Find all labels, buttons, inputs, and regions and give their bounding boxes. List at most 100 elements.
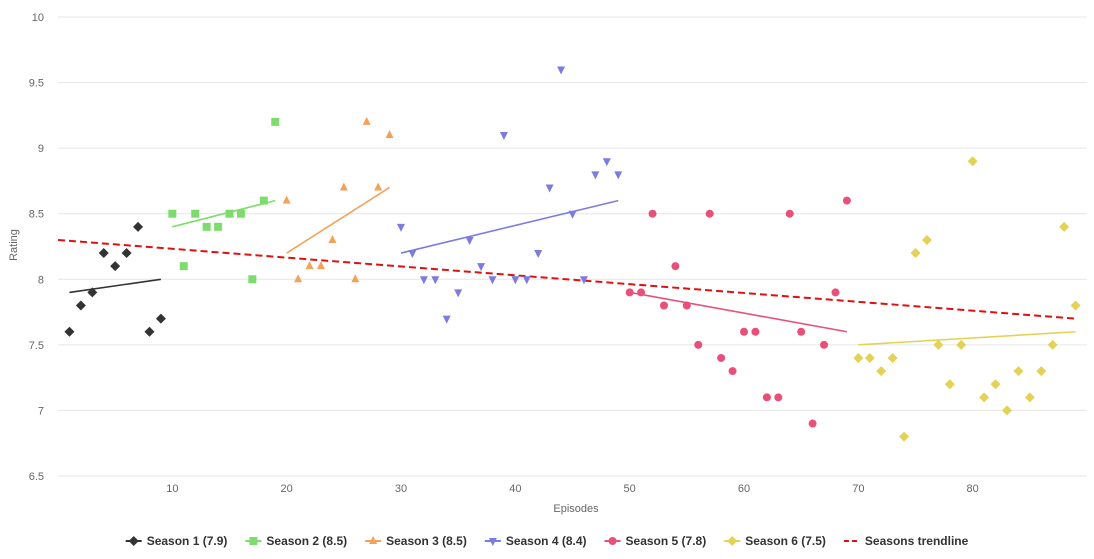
data-point [168, 209, 177, 218]
legend-marker-swatch [488, 538, 497, 546]
legend: Season 1 (7.9) Season 2 (8.5) Season 3 (8.… [125, 534, 969, 548]
data-point [808, 419, 817, 428]
y-axis-title: Rating [8, 229, 20, 261]
season-trendline [69, 278, 162, 294]
y-tick-label: 8 [38, 274, 44, 286]
data-point [887, 352, 898, 363]
data-point [1070, 300, 1081, 311]
overall-trendline [57, 238, 1076, 320]
data-point [671, 262, 680, 271]
data-point [214, 222, 223, 231]
data-point [328, 234, 337, 243]
x-tick-label: 10 [166, 483, 178, 495]
data-point [133, 221, 144, 232]
legend-item[interactable]: Season 2 (8.5) [245, 534, 347, 548]
data-point [534, 250, 543, 259]
legend-label: Seasons trendline [865, 534, 969, 548]
data-point [87, 287, 98, 298]
data-point [568, 210, 577, 219]
data-point [385, 130, 394, 139]
data-point [75, 300, 86, 311]
data-point [339, 182, 348, 191]
data-point [316, 261, 325, 270]
data-point [442, 315, 451, 324]
data-point [864, 352, 875, 363]
data-point [557, 66, 566, 75]
legend-label: Season 1 (7.9) [147, 534, 228, 548]
x-tick-label: 20 [281, 483, 293, 495]
x-tick-label: 50 [624, 483, 636, 495]
data-point [1036, 366, 1047, 377]
data-point [831, 288, 840, 297]
data-point [967, 156, 978, 167]
x-tick-label: 60 [738, 483, 750, 495]
data-point [762, 393, 771, 402]
season-trendline [172, 199, 276, 228]
data-point [545, 184, 554, 193]
legend-label: Season 5 (7.8) [626, 534, 707, 548]
x-tick-label: 40 [509, 483, 521, 495]
data-point [511, 276, 520, 285]
data-point [956, 339, 967, 350]
legend-item[interactable]: Seasons trendline [843, 534, 969, 548]
x-tick-label: 70 [852, 483, 864, 495]
data-point [682, 301, 691, 310]
data-point [477, 263, 486, 272]
legend-item[interactable]: Season 6 (7.5) [724, 534, 826, 548]
data-point [454, 289, 463, 298]
data-point [431, 276, 440, 285]
x-axis-ticks: 10 20 30 40 50 60 70 80 [166, 483, 979, 495]
data-point [179, 262, 188, 271]
data-point [921, 234, 932, 245]
data-point [876, 366, 887, 377]
data-point [271, 117, 280, 126]
legend-marker-swatch [369, 536, 378, 544]
gridlines [58, 16, 1087, 477]
legend-marker-swatch [608, 537, 617, 545]
data-point [248, 275, 257, 284]
data-point [419, 276, 428, 285]
data-point [694, 340, 703, 349]
legend-label: Season 3 (8.5) [386, 534, 467, 548]
x-tick-label: 30 [395, 483, 407, 495]
data-point [1024, 392, 1035, 403]
data-points [64, 66, 1081, 442]
data-point [648, 209, 657, 218]
legend-label: Season 6 (7.5) [745, 534, 826, 548]
data-point [236, 209, 245, 218]
data-point [910, 248, 921, 259]
legend-marker-swatch [727, 536, 738, 546]
legend-item[interactable]: Season 3 (8.5) [365, 534, 467, 548]
data-point [820, 340, 829, 349]
legend-item[interactable]: Season 5 (7.8) [604, 534, 707, 548]
data-point [144, 326, 155, 337]
data-point [591, 171, 600, 180]
data-point [499, 132, 508, 141]
legend-marker-swatch [249, 537, 258, 545]
legend-item[interactable]: Season 4 (8.4) [484, 534, 587, 548]
data-point [944, 379, 955, 390]
data-point [191, 209, 200, 218]
data-point [362, 116, 371, 125]
data-point [259, 196, 268, 205]
data-point [110, 261, 121, 272]
data-point [465, 236, 474, 245]
data-point [797, 327, 806, 336]
data-point [625, 288, 634, 297]
y-tick-label: 10 [32, 12, 44, 24]
legend-marker-swatch [128, 536, 139, 546]
data-point [282, 195, 291, 204]
legend-label: Season 2 (8.5) [266, 534, 347, 548]
x-axis-title: Episodes [553, 503, 599, 515]
data-point [659, 301, 668, 310]
legend-item[interactable]: Season 1 (7.9) [125, 534, 228, 548]
data-point [374, 182, 383, 191]
data-point [488, 276, 497, 285]
data-point [579, 276, 588, 285]
data-point [522, 276, 531, 285]
season-trendline [858, 330, 1076, 346]
legend-label: Season 4 (8.4) [506, 534, 587, 548]
season-trendline [400, 199, 619, 254]
